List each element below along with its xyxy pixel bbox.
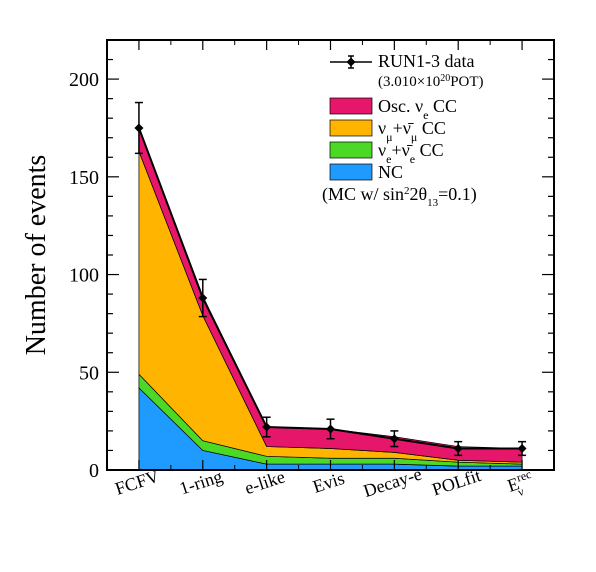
- data-marker: [134, 123, 143, 132]
- svg-text:e-like: e-like: [242, 466, 287, 498]
- legend-swatch-NC: [330, 164, 372, 180]
- y-tick-label: 150: [69, 167, 99, 189]
- x-category-label: e-like: [242, 466, 287, 498]
- svg-text:Erecν: Erecν: [504, 467, 537, 502]
- y-tick-label: 50: [79, 362, 99, 384]
- events-chart: 050100150200FCFV1-ringe-likeEvisDecay-eP…: [0, 0, 596, 572]
- y-tick-label: 200: [69, 69, 99, 91]
- y-tick-label: 0: [89, 460, 99, 482]
- x-category-label: Evis: [310, 468, 347, 497]
- legend-data-label: RUN1-3 data: [378, 51, 474, 71]
- legend-pot-label: (3.010×1020POT): [378, 73, 484, 91]
- y-axis-label: Number of events: [21, 155, 52, 356]
- x-category-label: Erecν: [504, 467, 537, 502]
- y-tick-label: 100: [69, 265, 99, 287]
- legend-mc-note: (MC w/ sin22θ13=0.1): [322, 184, 477, 209]
- legend-swatch-numu_cc: [330, 120, 372, 136]
- legend-swatch-osc_nue: [330, 98, 372, 114]
- legend-label-NC: NC: [378, 162, 403, 182]
- legend-swatch-nue_cc: [330, 142, 372, 158]
- svg-text:Evis: Evis: [310, 468, 347, 497]
